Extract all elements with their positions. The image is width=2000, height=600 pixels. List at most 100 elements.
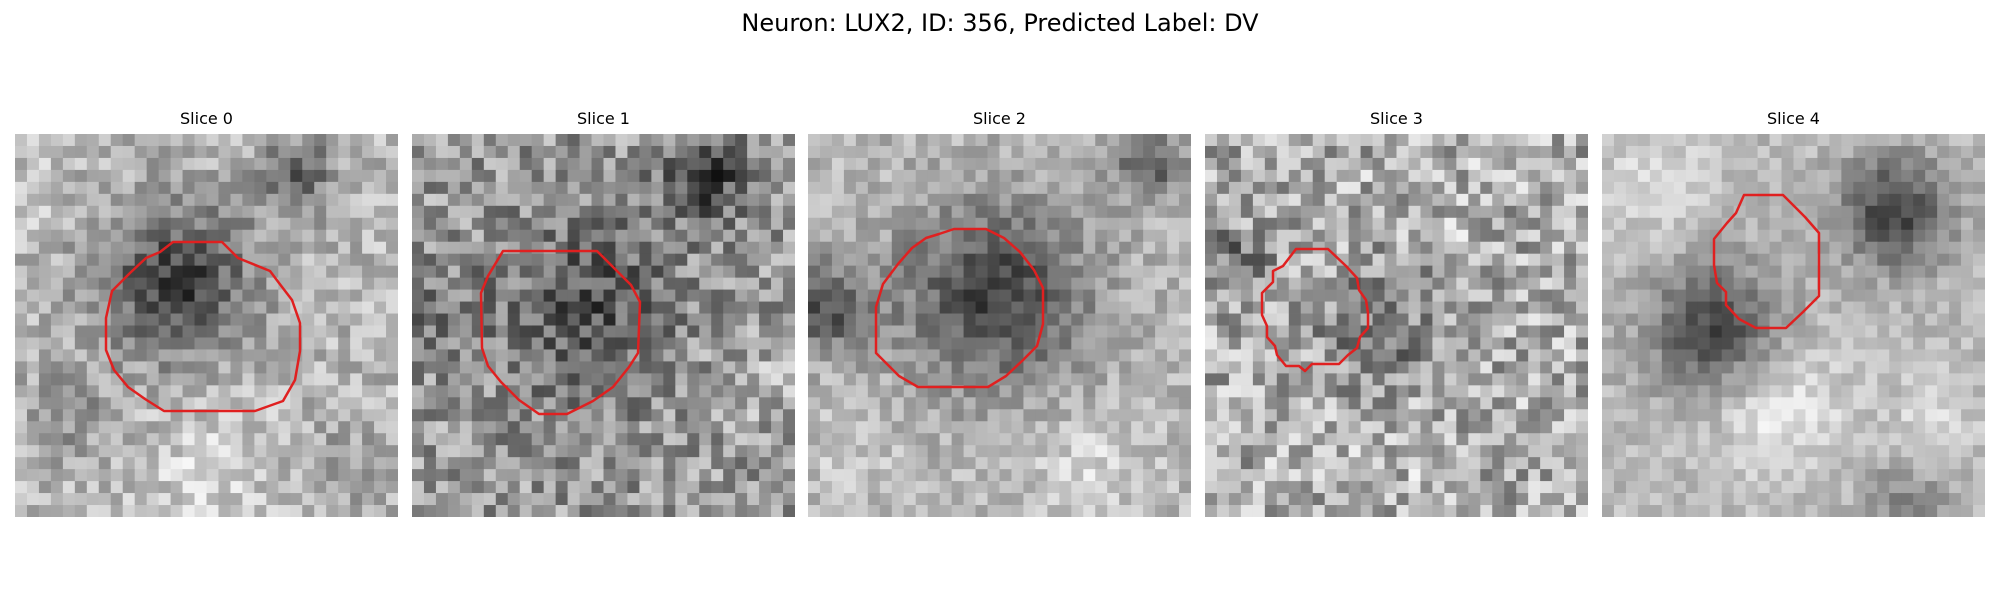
- image-pixel: [62, 205, 76, 219]
- image-pixel: [1240, 193, 1254, 207]
- image-pixel: [1432, 421, 1445, 434]
- image-pixel: [1276, 493, 1290, 506]
- image-pixel: [1155, 469, 1168, 482]
- image-pixel: [290, 169, 303, 183]
- image-pixel: [1757, 289, 1770, 302]
- image-pixel: [1059, 433, 1072, 446]
- image-pixel: [242, 397, 255, 410]
- image-pixel: [1396, 493, 1409, 506]
- image-pixel: [254, 409, 267, 422]
- image-pixel: [711, 337, 724, 350]
- image-pixel: [350, 397, 363, 410]
- image-pixel: [495, 421, 509, 434]
- image-pixel: [15, 301, 28, 314]
- image-pixel: [808, 433, 821, 446]
- image-pixel: [62, 313, 76, 326]
- image-pixel: [1564, 373, 1577, 386]
- image-pixel: [843, 205, 857, 219]
- image-pixel: [1865, 421, 1878, 434]
- image-pixel: [134, 361, 148, 374]
- image-pixel: [1432, 409, 1445, 422]
- image-pixel: [1023, 349, 1036, 362]
- image-pixel: [206, 181, 219, 195]
- image-pixel: [1889, 229, 1902, 243]
- image-pixel: [963, 229, 976, 243]
- image-pixel: [86, 301, 100, 314]
- image-pixel: [290, 265, 303, 279]
- image-pixel: [999, 205, 1012, 219]
- image-pixel: [194, 325, 207, 338]
- image-pixel: [122, 217, 136, 231]
- image-pixel: [1384, 277, 1397, 290]
- image-pixel: [302, 445, 315, 458]
- image-pixel: [218, 361, 231, 374]
- image-pixel: [1709, 205, 1723, 219]
- image-pixel: [1107, 157, 1120, 171]
- image-pixel: [999, 169, 1012, 183]
- image-pixel: [1697, 313, 1711, 326]
- image-pixel: [1047, 361, 1060, 374]
- image-pixel: [1480, 277, 1493, 290]
- image-pixel: [1035, 445, 1048, 458]
- image-pixel: [1432, 145, 1445, 159]
- image-pixel: [74, 433, 88, 446]
- image-pixel: [471, 253, 485, 267]
- image-pixel: [86, 481, 100, 494]
- image-pixel: [1336, 217, 1350, 231]
- image-pixel: [1949, 421, 1962, 434]
- image-pixel: [1276, 445, 1290, 458]
- image-pixel: [1781, 409, 1794, 422]
- image-pixel: [374, 505, 387, 517]
- image-pixel: [495, 469, 509, 482]
- image-pixel: [1901, 205, 1914, 219]
- image-pixel: [230, 481, 243, 494]
- image-pixel: [182, 217, 195, 231]
- image-pixel: [1733, 457, 1747, 470]
- image-pixel: [1336, 421, 1350, 434]
- image-pixel: [1216, 241, 1230, 255]
- image-pixel: [1360, 469, 1373, 482]
- image-pixel: [1661, 385, 1675, 398]
- image-pixel: [1071, 181, 1084, 195]
- image-pixel: [122, 397, 136, 410]
- image-pixel: [603, 134, 616, 147]
- image-pixel: [182, 505, 195, 517]
- image-pixel: [1324, 205, 1338, 219]
- image-pixel: [975, 134, 988, 147]
- image-pixel: [891, 205, 905, 219]
- image-pixel: [808, 134, 821, 147]
- image-pixel: [663, 481, 676, 494]
- image-pixel: [867, 277, 881, 290]
- image-pixel: [1841, 301, 1854, 314]
- image-pixel: [1324, 493, 1338, 506]
- image-pixel: [843, 217, 857, 231]
- image-pixel: [146, 325, 160, 338]
- image-pixel: [290, 217, 303, 231]
- image-pixel: [362, 169, 375, 183]
- image-pixel: [1540, 337, 1553, 350]
- image-pixel: [1384, 134, 1397, 147]
- image-pixel: [507, 421, 521, 434]
- image-pixel: [1155, 421, 1168, 434]
- image-pixel: [218, 157, 231, 171]
- image-pixel: [1205, 181, 1218, 195]
- image-pixel: [1179, 145, 1191, 159]
- image-pixel: [1179, 205, 1191, 219]
- image-pixel: [939, 193, 953, 207]
- image-pixel: [146, 505, 160, 517]
- image-pixel: [1047, 433, 1060, 446]
- image-pixel: [1516, 481, 1529, 494]
- image-pixel: [1456, 169, 1469, 183]
- image-pixel: [278, 193, 291, 207]
- image-pixel: [1468, 205, 1481, 219]
- image-pixel: [362, 385, 375, 398]
- image-pixel: [1107, 373, 1120, 386]
- image-pixel: [1697, 277, 1711, 290]
- image-pixel: [182, 373, 195, 386]
- image-pixel: [783, 241, 795, 255]
- image-pixel: [1877, 181, 1890, 195]
- image-pixel: [1396, 134, 1409, 147]
- image-pixel: [1877, 337, 1890, 350]
- image-pixel: [194, 373, 207, 386]
- image-pixel: [747, 229, 760, 243]
